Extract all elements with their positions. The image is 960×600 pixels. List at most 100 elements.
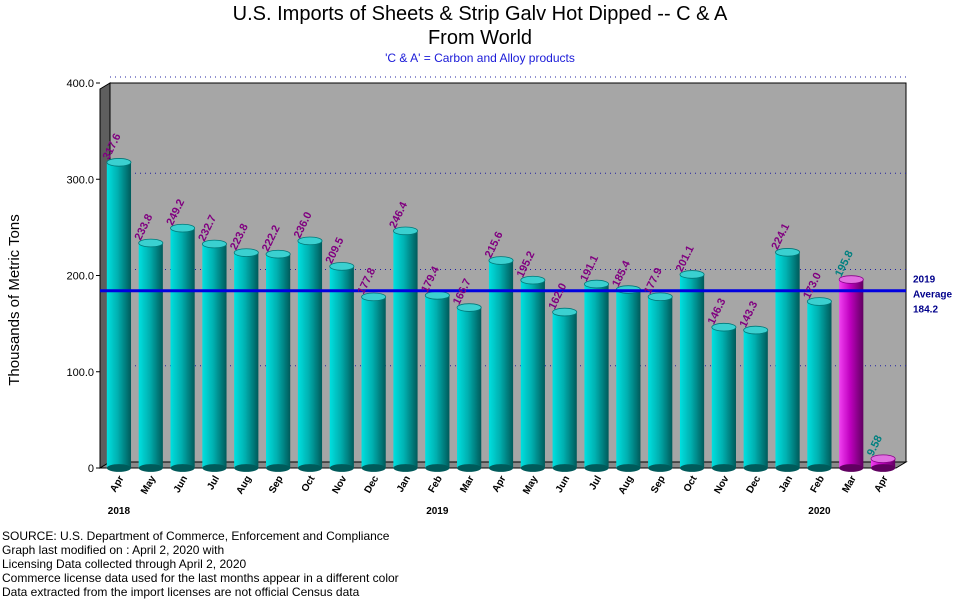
x-tick-label: Apr (490, 474, 508, 495)
bar-body (648, 296, 673, 468)
bar-base (297, 464, 323, 472)
x-tick-label: Oct (682, 473, 700, 494)
bar-base (457, 464, 482, 472)
source-notes: SOURCE: U.S. Department of Commerce, Enf… (2, 529, 399, 599)
x-tick-label: Mar (840, 474, 858, 495)
x-tick-label: Feb (427, 474, 445, 495)
bar-base (679, 464, 705, 472)
bar (615, 285, 641, 472)
year-label: 2019 (426, 506, 449, 517)
bar (265, 249, 291, 472)
x-tick-label: Dec (745, 474, 764, 496)
bar-base (170, 464, 195, 472)
year-label: 2020 (808, 506, 831, 517)
bar-body (202, 244, 227, 468)
bar (106, 158, 132, 472)
y-tick-label: 200.0 (66, 271, 94, 283)
y-tick-label: 400.0 (66, 78, 94, 90)
bar-base (488, 464, 514, 472)
bar-top (392, 226, 418, 236)
bar-base (234, 464, 259, 472)
x-tick-label: May (521, 474, 540, 497)
bar-body (679, 274, 705, 468)
bar-base (266, 464, 291, 472)
bar-base (775, 464, 800, 472)
bar-top (806, 297, 832, 306)
x-tick-label: Apr (108, 474, 126, 495)
bar-base (393, 464, 418, 472)
x-tick-label: Nov (712, 474, 731, 496)
y-axis: 0 100.0 200.0 300.0 400.0 (66, 78, 101, 475)
bar-base (202, 464, 227, 472)
bar-base (329, 464, 354, 472)
bar-body (138, 242, 163, 468)
bar (584, 279, 610, 472)
bar-body (297, 240, 323, 468)
bar-body (552, 312, 577, 468)
bar-top (870, 454, 896, 464)
bar-top (488, 256, 514, 265)
bar (870, 454, 896, 472)
x-tick-label: Jan (395, 474, 413, 494)
bar-body (520, 280, 545, 468)
bar-body (329, 266, 354, 468)
x-tick-label: Nov (330, 474, 349, 496)
bar-base (552, 464, 577, 472)
footer-line: Licensing Data collected through April 2… (2, 557, 247, 571)
bar-base (520, 464, 545, 472)
bar (201, 239, 227, 472)
bar-top (647, 292, 673, 302)
bar (775, 248, 801, 472)
bar (170, 223, 196, 472)
bar-body (234, 252, 259, 468)
bar (552, 307, 578, 472)
bar-top (170, 223, 196, 233)
bar (743, 325, 769, 472)
average-label: 184.2 (913, 305, 938, 316)
average-label: 2019 (913, 275, 936, 286)
bar-base (743, 464, 768, 472)
x-tick-label: Feb (809, 474, 827, 495)
bar-top (233, 248, 259, 257)
bar-body (425, 295, 450, 468)
footer-line: Commerce license data used for the last … (2, 571, 399, 585)
bar-top (679, 270, 705, 279)
bar (456, 303, 482, 472)
bar-body (106, 162, 132, 468)
bar-top (329, 262, 355, 271)
footer-line: Data extracted from the import licenses … (2, 585, 360, 599)
x-tick-label: Sep (649, 474, 668, 495)
x-tick-label: Dec (363, 474, 382, 496)
bar-base (138, 464, 163, 472)
average-label: Average (913, 290, 953, 301)
bar-body (839, 279, 864, 468)
bar-top (297, 236, 323, 246)
bar (392, 226, 418, 472)
bar-body (616, 289, 641, 468)
bar-body (870, 458, 896, 468)
bar-body (361, 296, 386, 468)
footer-line: Graph last modified on : April 2, 2020 w… (2, 543, 225, 557)
bar-top (743, 325, 769, 335)
average-line: 2019 Average 184.2 (100, 275, 953, 316)
x-axis: Apr May Jun Jul Aug Sep Oct Nov Dec Jan Feb Mar Apr M… (108, 473, 891, 517)
x-tick-label: Sep (267, 474, 286, 495)
bar-base (584, 464, 609, 472)
bar-top (265, 249, 291, 259)
bar (361, 292, 387, 472)
x-tick-label: May (139, 474, 158, 497)
bar-body (711, 327, 736, 468)
bar (233, 248, 259, 472)
bar (329, 262, 355, 472)
bar (297, 236, 323, 472)
chart-title-line2: From World (427, 27, 533, 49)
chart-title: U.S. Imports of Sheets & Strip Galv Hot … (232, 3, 728, 25)
y-tick-label: 100.0 (66, 367, 94, 379)
x-tick-label: Aug (617, 474, 636, 496)
x-tick-label: Jun (172, 474, 190, 495)
bar-base (616, 464, 641, 472)
bar-base (648, 464, 673, 472)
bar (647, 292, 673, 472)
bar-top (584, 279, 610, 289)
bar-body (393, 230, 418, 468)
